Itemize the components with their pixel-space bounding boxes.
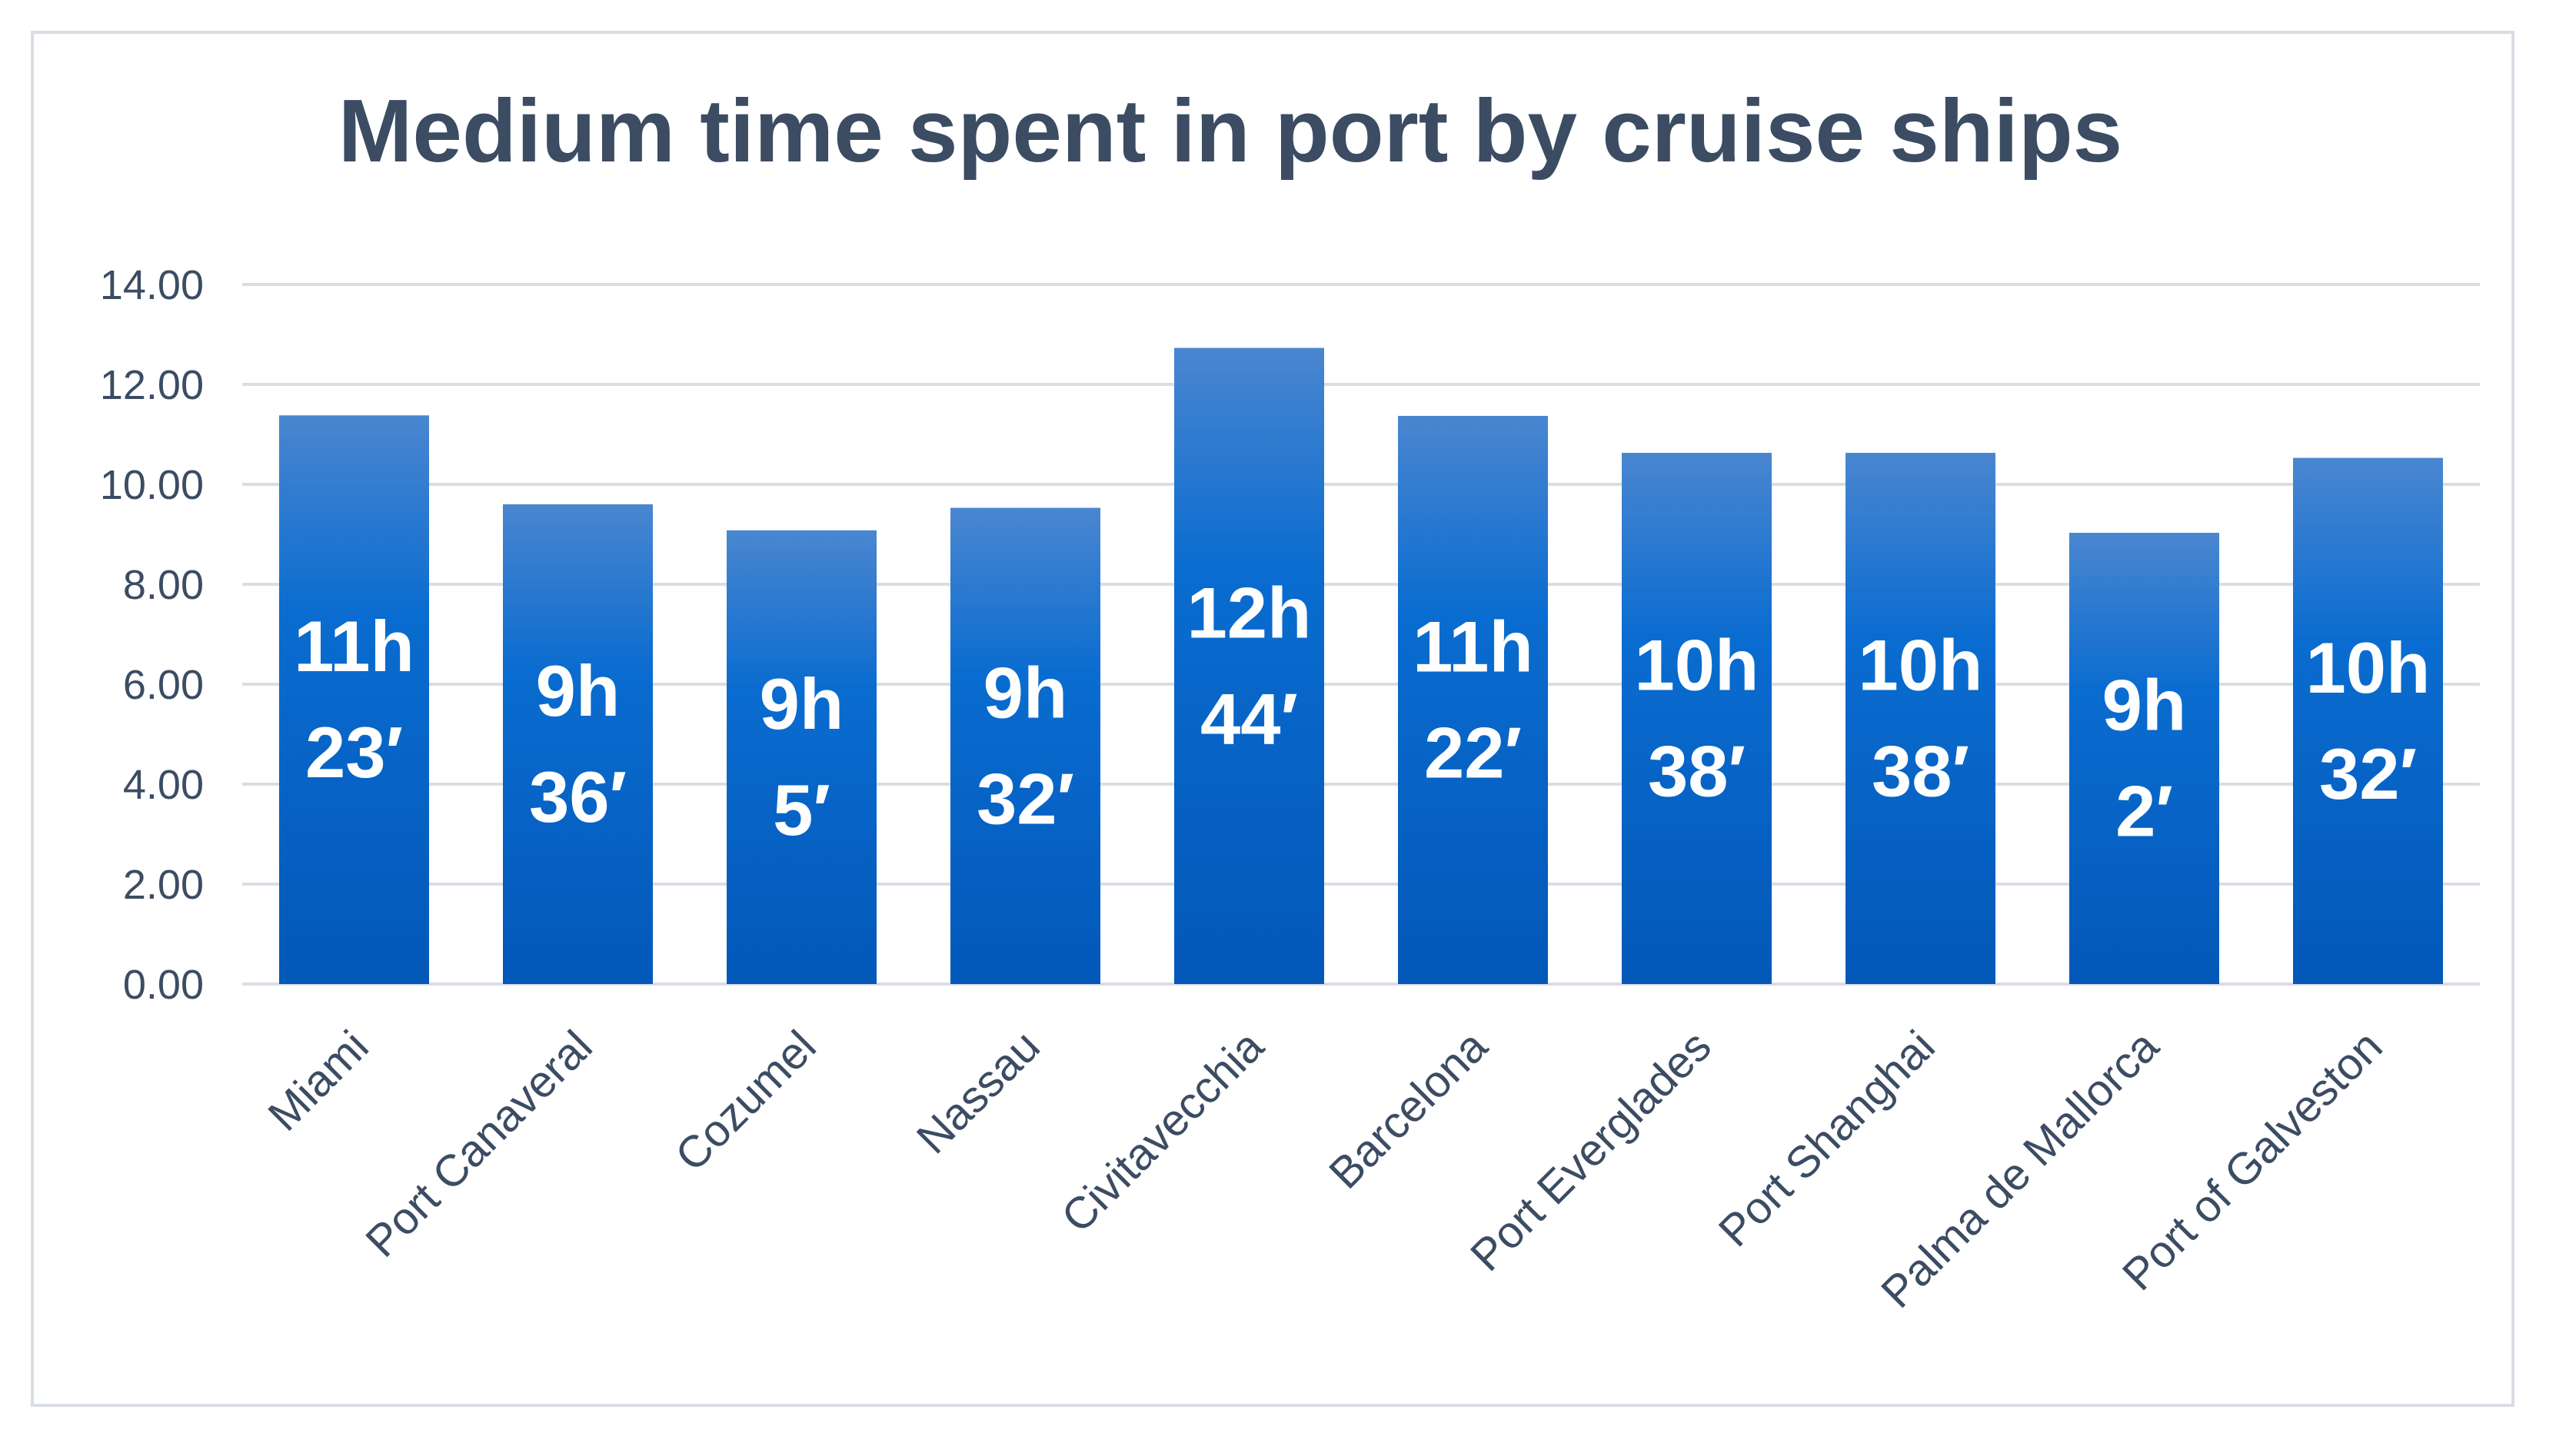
bar-data-label: 11h [1413,606,1533,687]
bar-data-label: 2′ [2115,771,2173,852]
x-tick-label: Barcelona [1320,1021,1497,1199]
bar-data-label: 12h [1187,572,1312,653]
x-tick-label: Port Shanghai [1709,1021,1945,1256]
bar [727,530,877,984]
bar-data-label: 38′ [1648,731,1746,812]
y-tick-label: 8.00 [123,562,204,608]
y-tick-label: 0.00 [123,962,204,1008]
bar [2293,457,2443,984]
bar [1398,415,1548,984]
bar-data-label: 32′ [2319,733,2417,814]
y-tick-label: 4.00 [123,762,204,808]
y-axis-ticks: 0.00 2.00 4.00 6.00 8.00 10.00 12.00 14.00 [100,262,204,1008]
bar-data-label: 36′ [529,756,627,837]
y-tick-label: 14.00 [100,262,204,308]
bar-data-label: 5′ [773,770,830,850]
bar [2069,533,2219,984]
y-tick-label: 2.00 [123,862,204,908]
bar-data-label: 9h [760,663,844,744]
y-tick-label: 12.00 [100,362,204,408]
x-tick-label: Nassau [907,1021,1050,1163]
bar-data-label: 32′ [977,758,1074,839]
x-tick-label: Cozumel [666,1021,826,1181]
bar-data-label: 11h [294,606,414,687]
x-tick-label: Port Everglades [1461,1021,1721,1281]
x-tick-label: Port Canaveral [356,1021,602,1267]
bar [503,504,653,984]
bar-data-label: 9h [2102,665,2187,746]
y-tick-label: 10.00 [100,462,204,508]
bar-data-label: 10h [1859,625,1983,706]
bar [1845,453,1995,984]
bar-data-label: 9h [983,652,1068,733]
bar [1174,347,1324,984]
bar [279,415,429,984]
chart-title: Medium time spent in port by cruise ship… [338,81,2122,181]
bar-data-label: 23′ [305,712,403,793]
bar-data-label: 22′ [1424,712,1522,793]
bars [279,347,2443,984]
bar-data-label: 10h [2306,627,2431,708]
bar-data-label: 44′ [1200,678,1298,759]
x-tick-label: Civitavecchia [1052,1021,1273,1242]
bar [1622,453,1772,984]
y-tick-label: 6.00 [123,662,204,708]
x-tick-label: Miami [258,1021,378,1140]
bar [950,507,1100,984]
bar-data-label: 10h [1635,625,1759,706]
bar-data-label: 9h [536,650,621,731]
bar-data-label: 38′ [1872,731,1969,812]
data-labels: 11h 23′ 9h 36′ 9h 5′ 9h 32′ 12h 44′ 11h 22′ 10h 38′ 10… [294,572,2430,851]
